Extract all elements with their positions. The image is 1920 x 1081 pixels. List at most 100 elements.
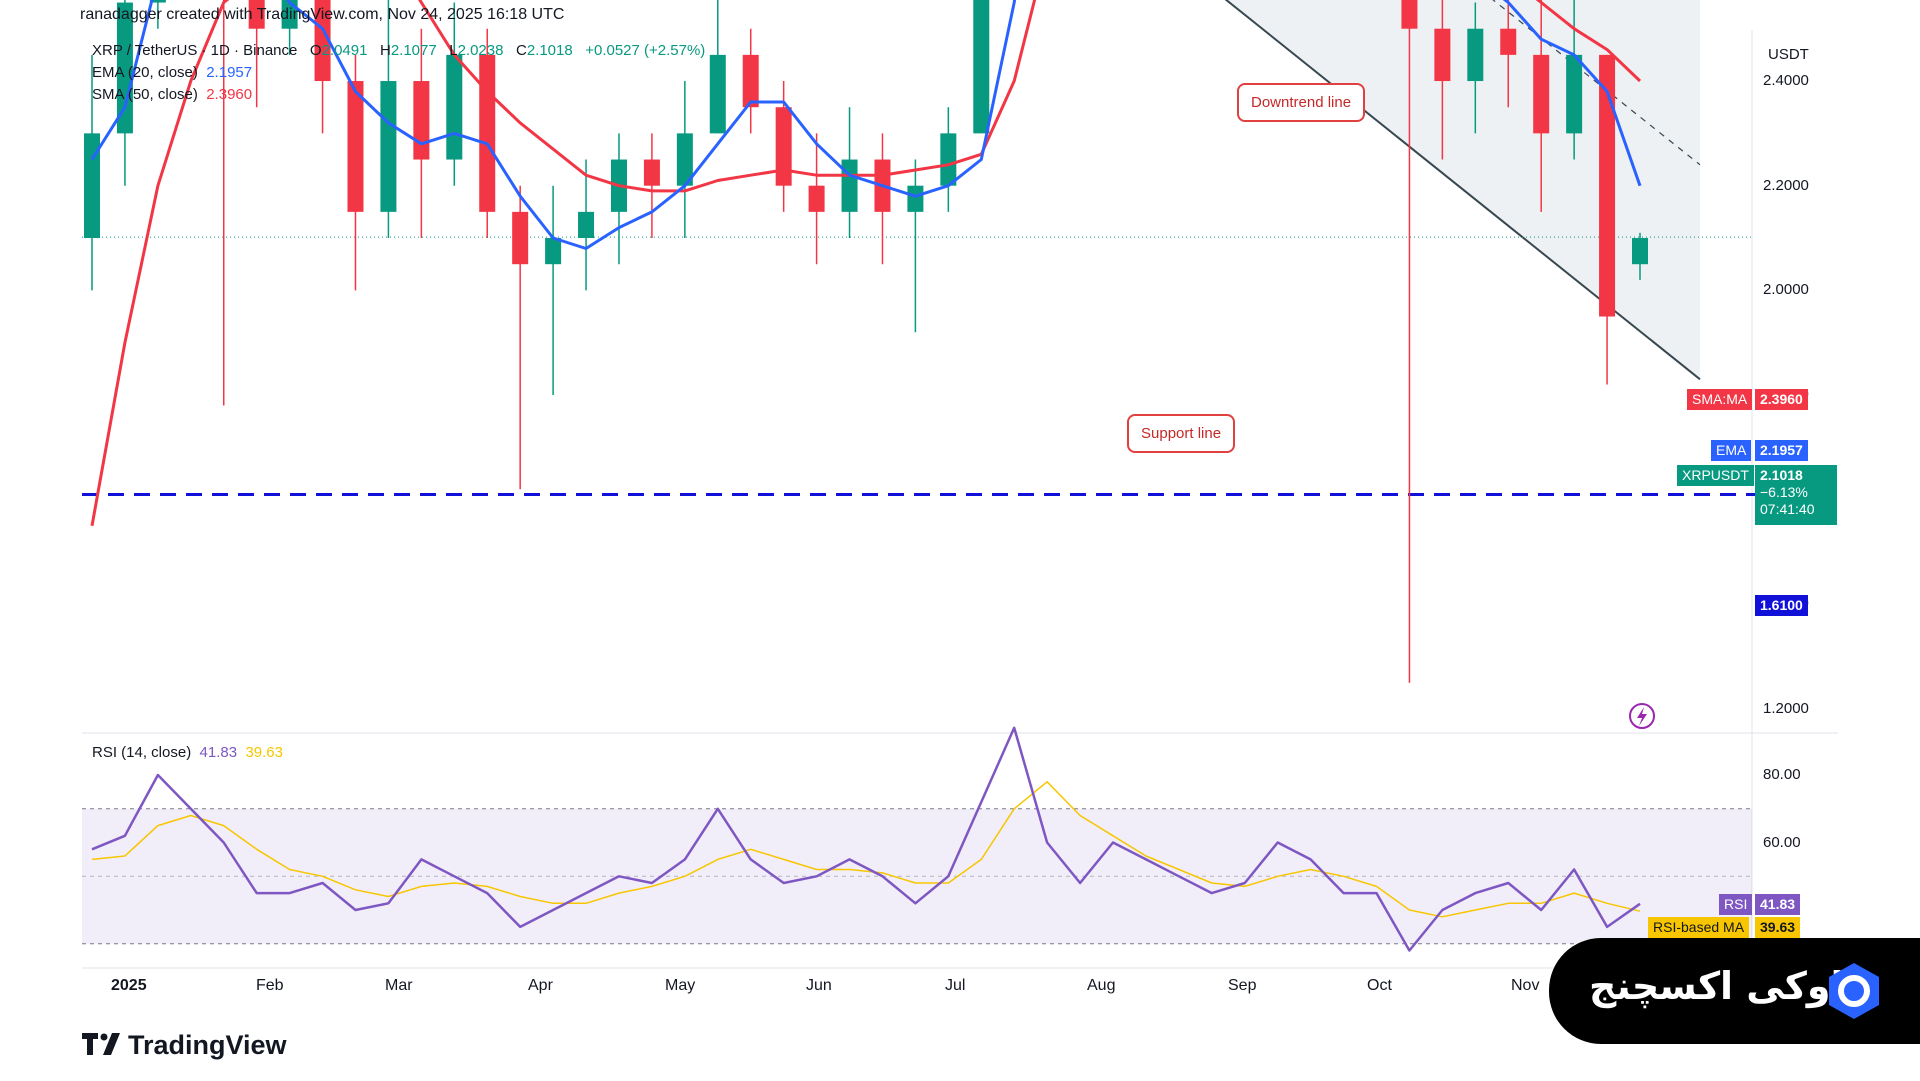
open-value: 2.0491 — [321, 42, 368, 59]
candle-body — [380, 81, 397, 212]
currency-unit-label[interactable]: USDT — [1768, 46, 1809, 63]
ema-legend[interactable]: EMA (20, close) 2.1957 — [92, 64, 252, 81]
watermark-logo-icon — [1824, 961, 1884, 1021]
rsi-tick-label: 60.00 — [1763, 833, 1801, 851]
candle-body — [1599, 54, 1616, 317]
candle-body — [314, 0, 331, 82]
change-value: +0.0527 (+2.57%) — [585, 42, 706, 59]
tradingview-logo-text: TradingView — [128, 1030, 287, 1060]
rsi-tag-name: RSI — [1719, 894, 1753, 915]
candle-body — [1467, 28, 1484, 82]
alert-lightning-icon — [1629, 703, 1655, 729]
rsi-tag-value: 41.83 — [1755, 894, 1801, 915]
candle-body — [512, 211, 529, 265]
candle-body — [479, 54, 496, 212]
month-tick-label: Aug — [1087, 977, 1116, 994]
candle-body — [643, 159, 660, 186]
alert-icon-bolt — [1637, 707, 1647, 726]
rsi-ma-line — [91, 781, 1641, 918]
ema20-line — [90, 0, 1642, 250]
sma50-line — [90, 0, 1642, 527]
sma-legend[interactable]: SMA (50, close) 2.3960 — [92, 86, 252, 103]
month-tick-label: Sep — [1228, 977, 1257, 994]
high-label: H — [379, 42, 391, 59]
ema-legend-label: EMA (20, close) — [92, 64, 198, 81]
rsi-legend[interactable]: RSI (14, close) 41.83 39.63 — [92, 744, 283, 761]
last-price-tag: 2.1018 −6.13% 07:41:40 — [1755, 465, 1837, 525]
sma-legend-value: 2.3960 — [206, 86, 253, 103]
ema-tag-value: 2.1957 — [1755, 440, 1808, 461]
rsi-ma-tag-name: RSI-based MA — [1648, 917, 1750, 938]
sma-legend-label: SMA (50, close) — [92, 86, 198, 103]
candle-body — [347, 81, 364, 212]
price-tick-label: 2.2000 — [1763, 176, 1809, 194]
watermark-badge: اوکی اکسچنج — [1549, 938, 1920, 1044]
high-value: 2.1077 — [390, 42, 437, 59]
chart-attribution: ranadagger created with TradingView.com,… — [80, 6, 565, 23]
candle-body — [1632, 238, 1648, 265]
candle-body — [940, 133, 957, 186]
watermark-text: اوکی اکسچنج — [1589, 964, 1844, 1008]
candle-body — [907, 185, 924, 212]
candle-body — [248, 0, 265, 29]
month-tick-label: Mar — [385, 977, 413, 994]
candle-body — [1533, 54, 1550, 134]
candle-body — [808, 185, 825, 212]
ema-tag-name: EMA — [1711, 440, 1752, 461]
price-tick-label: 2.0000 — [1763, 281, 1809, 299]
candle-body — [841, 159, 858, 212]
rsi-ma-tag-value: 39.63 — [1755, 917, 1801, 938]
candle-body — [742, 54, 759, 108]
sma-tag-name: SMA:MA — [1687, 389, 1753, 410]
support-line-callout[interactable]: Support line — [1127, 414, 1236, 453]
support-level-tag: 1.6100 — [1755, 595, 1808, 616]
rsi-tick-label: 80.00 — [1763, 766, 1801, 783]
low-label: L — [449, 42, 458, 59]
rsi-line — [91, 726, 1641, 952]
month-tick-label: Jul — [945, 977, 966, 994]
ema-legend-value: 2.1957 — [206, 64, 253, 81]
candle-body — [116, 2, 133, 134]
symbol-name[interactable]: XRP / TetherUS · 1D · Binance — [92, 42, 298, 59]
candle-body — [149, 0, 166, 3]
month-tick-label: May — [665, 977, 696, 994]
month-tick-label: Apr — [528, 977, 553, 994]
candle-body — [1500, 28, 1517, 55]
candle-body — [973, 0, 990, 134]
tradingview-logo-icon — [82, 1031, 122, 1062]
alert-icon-ring — [1629, 703, 1655, 729]
candle-body — [1434, 28, 1451, 82]
rsi-ma-legend-value: 39.63 — [245, 744, 283, 761]
month-tick-label: Jun — [806, 977, 832, 994]
close-label: C — [515, 42, 527, 59]
month-tick-label: Feb — [256, 977, 284, 994]
candle-body — [578, 211, 595, 239]
candle-body — [1566, 54, 1583, 134]
bar-countdown: 07:41:40 — [1760, 501, 1815, 517]
symbol-tag-name: XRPUSDT — [1677, 465, 1754, 486]
candle-body — [1401, 0, 1418, 29]
tradingview-logo: TradingView — [82, 1030, 287, 1062]
close-value: 2.1018 — [526, 42, 573, 59]
candle-body — [775, 107, 792, 186]
price-tick-label: 2.4000 — [1763, 72, 1809, 90]
sma-tag-value: 2.3960 — [1755, 389, 1808, 410]
month-tick-label: 2025 — [111, 977, 147, 994]
price-tick-label: 1.2000 — [1763, 700, 1809, 717]
downtrend-line-callout[interactable]: Downtrend line — [1237, 83, 1366, 122]
change-percent-value: −6.13% — [1760, 484, 1808, 500]
symbol-legend: XRP / TetherUS · 1D · Binance O2.0491 H2… — [92, 42, 705, 59]
month-tick-label: Oct — [1367, 977, 1392, 994]
open-label: O — [309, 42, 322, 59]
candle-body — [709, 54, 726, 134]
last-price-value: 2.1018 — [1760, 467, 1803, 483]
candle-body — [446, 54, 463, 160]
low-value: 2.0238 — [457, 42, 504, 59]
candle-body — [545, 238, 562, 265]
candle-body — [676, 133, 693, 186]
candle-body — [413, 81, 430, 160]
rsi-legend-value: 41.83 — [199, 744, 238, 761]
support-line — [1224, 0, 1701, 381]
rsi-legend-label: RSI (14, close) — [92, 744, 192, 761]
